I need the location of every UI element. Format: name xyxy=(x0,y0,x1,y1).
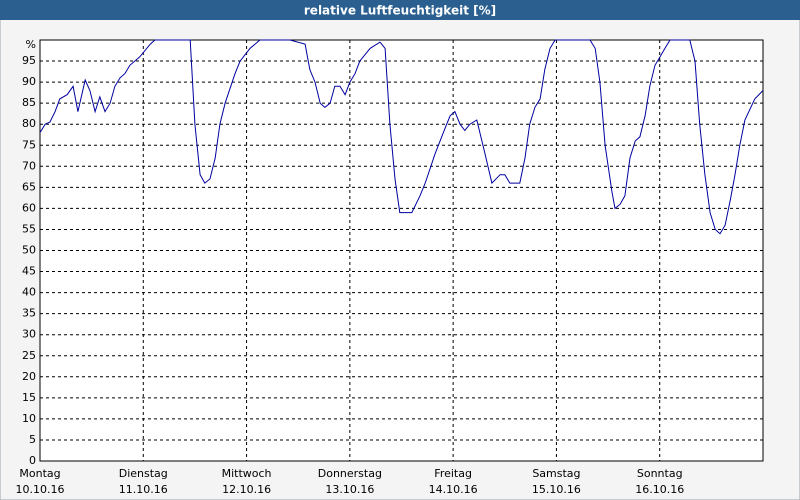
y-tick-label: 5 xyxy=(29,433,36,446)
x-tick-label: 14.10.16 xyxy=(429,483,478,496)
x-tick-label: 13.10.16 xyxy=(325,483,374,496)
y-tick-label: 70 xyxy=(22,159,36,172)
x-tick-label: Freitag xyxy=(434,467,472,480)
y-tick-label: 30 xyxy=(22,328,36,341)
x-tick-label: 15.10.16 xyxy=(532,483,581,496)
y-tick-label: 35 xyxy=(22,307,36,320)
y-tick-label: 95 xyxy=(22,54,36,67)
y-tick-label: 65 xyxy=(22,180,36,193)
x-tick-label: Dienstag xyxy=(119,467,168,480)
y-tick-label: 20 xyxy=(22,370,36,383)
line xyxy=(39,39,764,235)
x-tick-label: Montag xyxy=(19,467,60,480)
y-tick-label: 80 xyxy=(22,117,36,130)
x-tick-label: 12.10.16 xyxy=(222,483,271,496)
x-tick-label: 10.10.16 xyxy=(16,483,65,496)
y-tick-label: 55 xyxy=(22,222,36,235)
x-tick-label: 11.10.16 xyxy=(119,483,168,496)
x-tick-label: Mittwoch xyxy=(222,467,272,480)
y-tick-label: 10 xyxy=(22,412,36,425)
y-tick-label: 90 xyxy=(22,75,36,88)
x-tick-label: Sonntag xyxy=(637,467,683,480)
y-tick-label: % xyxy=(26,38,36,51)
y-tick-label: 45 xyxy=(22,265,36,278)
title-bar xyxy=(0,0,800,20)
y-tick-label: 60 xyxy=(22,201,36,214)
x-tick-label: Samstag xyxy=(532,467,580,480)
x-tick-label: Donnerstag xyxy=(318,467,382,480)
y-tick-label: 75 xyxy=(22,138,36,151)
y-tick-label: 85 xyxy=(22,96,36,109)
chart-title: relative Luftfeuchtigkeit [%] xyxy=(304,4,496,18)
y-tick-label: 25 xyxy=(22,349,36,362)
y-tick-label: 0 xyxy=(29,454,36,467)
y-tick-label: 40 xyxy=(22,286,36,299)
y-tick-label: 15 xyxy=(22,391,36,404)
y-tick-label: 50 xyxy=(22,244,36,257)
x-tick-label: 16.10.16 xyxy=(635,483,684,496)
